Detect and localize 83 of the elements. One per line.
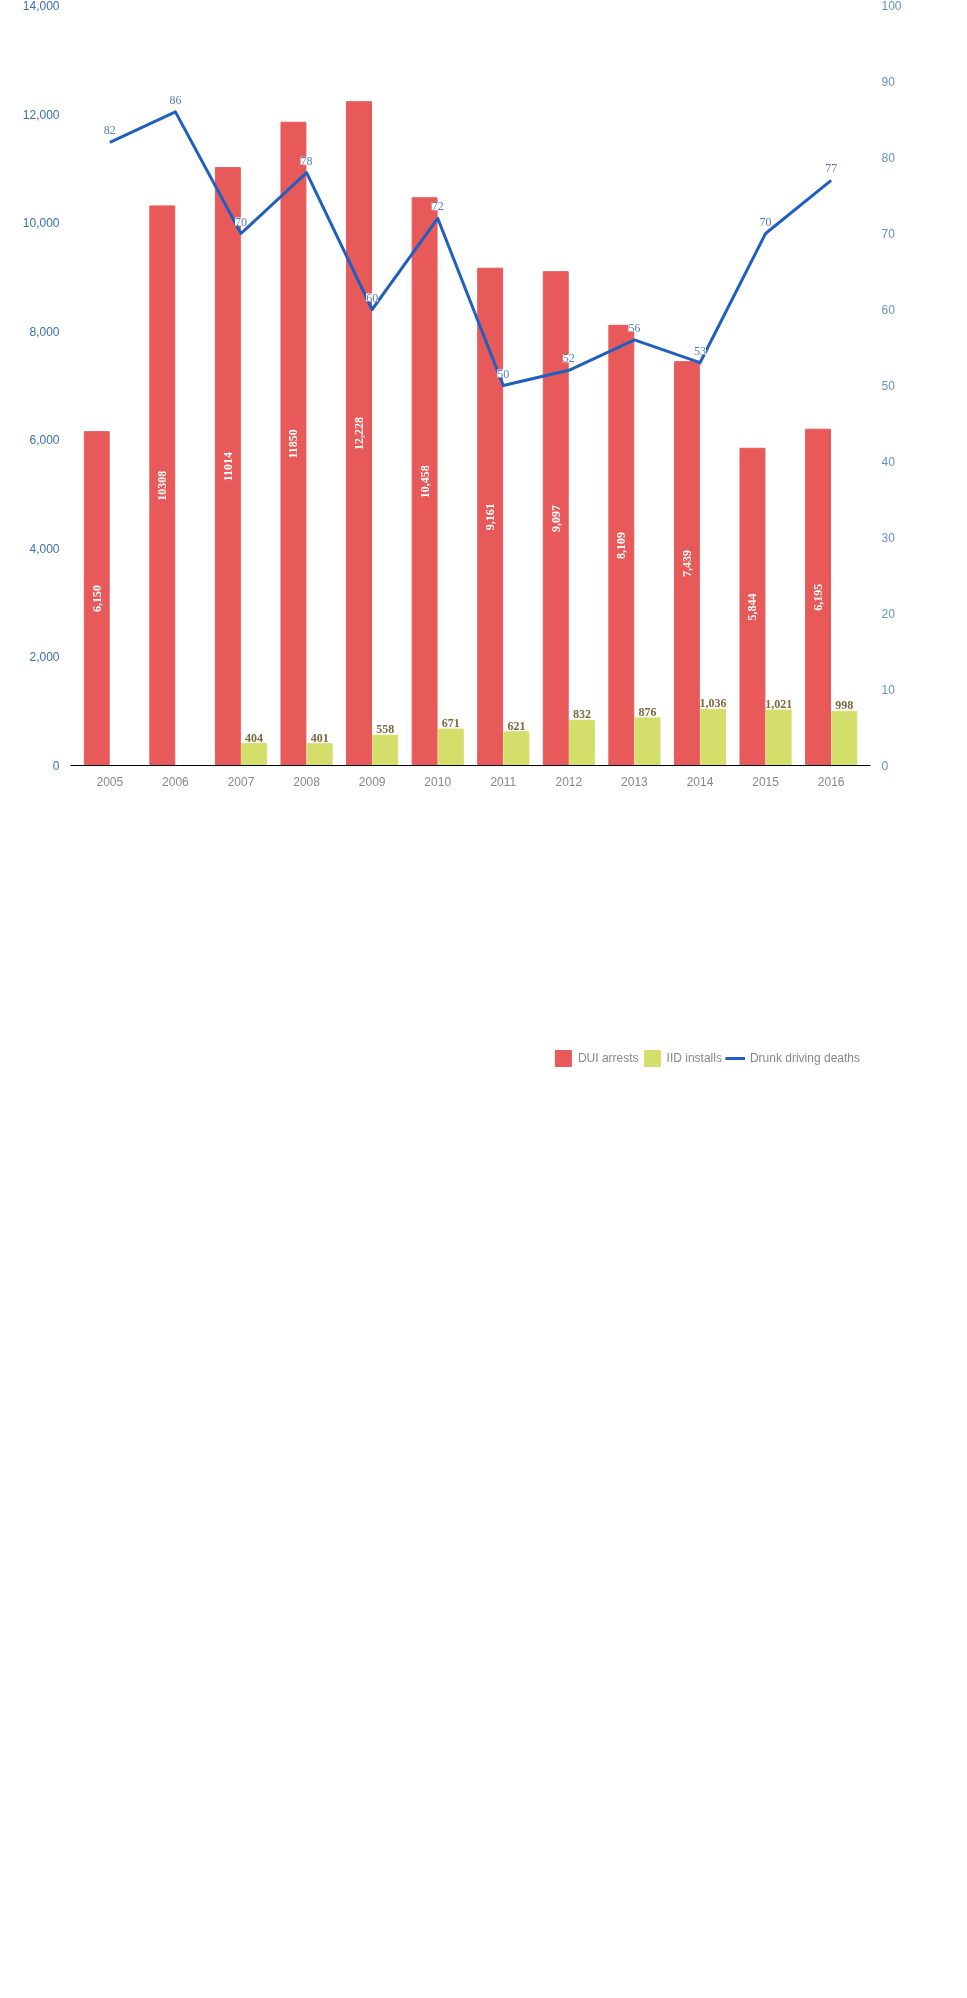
x-tick-label: 2009 <box>358 774 386 789</box>
data-label: 6,150 <box>89 585 104 613</box>
data-label: 9,097 <box>548 505 563 533</box>
data-label: 558 <box>376 722 395 737</box>
y-tick-label: 2,000 <box>29 650 60 665</box>
y2-tick-label: 100 <box>881 0 902 13</box>
data-label: 7,439 <box>679 550 694 578</box>
bar <box>306 743 333 766</box>
bar <box>805 428 831 766</box>
y2-tick-label: 80 <box>881 151 896 165</box>
y-tick-label: 14,000 <box>22 0 60 13</box>
y-tick-label: 10,000 <box>22 216 60 231</box>
bar <box>437 728 464 766</box>
data-label: 876 <box>638 704 657 719</box>
y2-tick-label: 20 <box>881 607 896 621</box>
data-label: 82 <box>103 123 116 138</box>
x-tick-label: 2012 <box>555 774 583 789</box>
data-label: 50 <box>497 366 510 381</box>
data-label: 56 <box>628 320 641 335</box>
data-label: 52 <box>562 351 575 366</box>
data-label: 998 <box>835 698 854 713</box>
bar <box>831 710 858 766</box>
x-tick-label: 2010 <box>424 774 452 789</box>
data-label: 70 <box>759 214 772 229</box>
data-label: 10308 <box>155 470 170 501</box>
data-label: 621 <box>507 718 526 733</box>
data-label: 12,228 <box>352 417 367 451</box>
x-tick-label: 2006 <box>162 774 190 789</box>
y-tick-label: 6,000 <box>29 433 60 448</box>
data-label: 401 <box>310 730 329 745</box>
data-label: 9,161 <box>483 503 498 531</box>
y2-tick-label: 0 <box>881 759 889 773</box>
data-label: 5,844 <box>745 593 760 621</box>
data-label: 86 <box>169 92 182 107</box>
x-tick-label: 2008 <box>293 774 321 789</box>
bar <box>149 205 176 766</box>
y2-tick-label: 90 <box>881 75 896 89</box>
y-tick-label: 0 <box>52 759 60 773</box>
data-label: 404 <box>245 730 264 745</box>
bar <box>372 734 399 766</box>
data-label: 60 <box>366 290 379 305</box>
x-tick-label: 2014 <box>686 774 714 789</box>
x-tick-label: 2007 <box>227 774 255 789</box>
y-tick-label: 8,000 <box>29 324 60 339</box>
bar <box>241 743 268 766</box>
data-label: 1,036 <box>699 696 727 711</box>
y2-tick-label: 70 <box>881 227 896 241</box>
y-tick-label: 4,000 <box>29 541 60 556</box>
x-tick-label: 2015 <box>752 774 780 789</box>
bar <box>503 731 530 766</box>
x-tick-label: 2005 <box>96 774 124 789</box>
data-label: 53 <box>694 343 707 358</box>
data-label: 10,458 <box>417 465 432 499</box>
bar <box>739 447 766 766</box>
data-label: 671 <box>441 716 460 731</box>
bar <box>700 708 727 766</box>
y2-tick-label: 50 <box>881 379 896 393</box>
data-label: 8,109 <box>614 531 629 559</box>
data-label: 11850 <box>286 429 301 459</box>
data-label: 6,195 <box>811 583 826 611</box>
x-tick-label: 2013 <box>621 774 649 789</box>
data-label: 1,021 <box>765 697 793 712</box>
bar <box>634 717 661 766</box>
y2-tick-label: 40 <box>881 455 896 469</box>
legend-label: DUI arrests <box>577 1051 639 1065</box>
x-tick-label: 2016 <box>817 774 845 789</box>
data-label: 77 <box>825 161 838 176</box>
data-label: 78 <box>300 153 313 168</box>
legend-label: IID installs <box>666 1051 722 1065</box>
bar <box>569 719 595 766</box>
y2-tick-label: 10 <box>881 683 896 697</box>
x-tick-label: 2011 <box>490 774 517 789</box>
data-label: 11014 <box>220 451 235 482</box>
bar <box>765 709 792 766</box>
bar <box>673 361 700 766</box>
bar <box>83 431 110 766</box>
y-tick-label: 12,000 <box>22 107 60 122</box>
y2-tick-label: 60 <box>881 303 896 317</box>
legend-label: Drunk driving deaths <box>749 1051 860 1065</box>
data-label: 832 <box>572 707 591 722</box>
data-label: 72 <box>431 199 444 214</box>
y2-tick-label: 30 <box>881 531 896 545</box>
data-label: 70 <box>234 214 247 229</box>
